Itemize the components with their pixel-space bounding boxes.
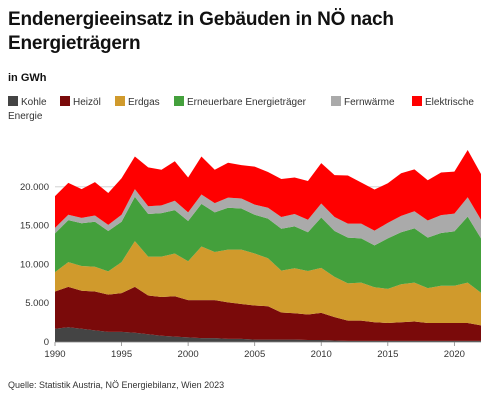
x-tick-label: 2005 [244, 349, 265, 360]
y-tick-label: 20.000 [20, 182, 49, 193]
legend-swatch [331, 96, 341, 106]
area-erdgas [55, 241, 481, 326]
legend-item-kohle: Kohle [8, 96, 47, 110]
legend-item-elektrische: Elektrische [412, 96, 474, 110]
area-elektrische-energie [55, 149, 481, 231]
y-axis: 0 5.000 10.000 15.000 20.000 [20, 182, 49, 348]
legend-swatch [412, 96, 422, 106]
chart-title: Endenergieeinsatz in Gebäuden in NÖ nach… [8, 9, 394, 54]
y-tick-label: 0 [44, 337, 49, 348]
unit-label: in GWh [8, 72, 47, 84]
x-tick-label: 2020 [444, 349, 465, 360]
legend-item-heizoel: Heizöl [60, 96, 101, 110]
legend-swatch [115, 96, 125, 106]
legend-label: Elektrische [425, 97, 474, 108]
legend-label: Erneuerbare Energieträger [187, 97, 306, 108]
legend-label: Kohle [21, 97, 47, 108]
y-tick-label: 5.000 [25, 298, 49, 309]
legend-label: Heizöl [73, 97, 101, 108]
legend-item-fernwaerme: Fernwärme [331, 96, 395, 110]
legend-item-erneuerbare: Erneuerbare Energieträger [174, 96, 306, 110]
area-kohle [55, 327, 481, 342]
y-tick-label: 10.000 [20, 259, 49, 270]
x-tick-label: 2000 [178, 349, 199, 360]
legend-swatch [8, 96, 18, 106]
x-axis: 1990 1995 2000 2005 2010 2015 2020 [44, 342, 465, 360]
x-tick-label: 2010 [311, 349, 332, 360]
area-heiz-l [55, 286, 481, 341]
legend-label-line2: Energie [8, 111, 43, 122]
area-erneuerbare-energietr-ger [55, 196, 481, 293]
legend-item-erdgas: Erdgas [115, 96, 160, 110]
legend-swatch [174, 96, 184, 106]
legend-label: Erdgas [128, 97, 160, 108]
x-tick-label: 1995 [111, 349, 132, 360]
legend-swatch [60, 96, 70, 106]
x-tick-label: 1990 [44, 349, 65, 360]
x-tick-label: 2015 [377, 349, 398, 360]
area-series-group [55, 149, 481, 343]
y-tick-label: 15.000 [20, 221, 49, 232]
area-fernw-rme [55, 189, 481, 246]
source-note: Quelle: Statistik Austria, NÖ Energiebil… [8, 380, 225, 390]
legend-label: Fernwärme [344, 97, 395, 108]
